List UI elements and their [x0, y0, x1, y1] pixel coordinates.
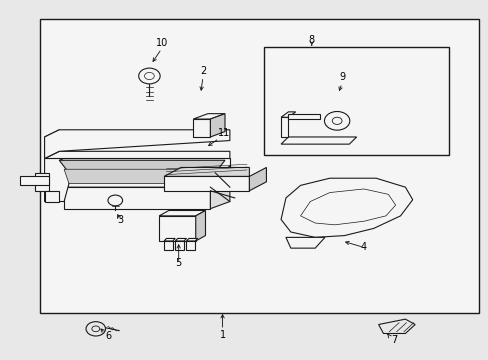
- Polygon shape: [163, 167, 249, 176]
- Polygon shape: [175, 241, 183, 250]
- Circle shape: [92, 326, 100, 332]
- Polygon shape: [193, 119, 210, 137]
- Polygon shape: [285, 237, 325, 248]
- Text: 6: 6: [105, 331, 111, 341]
- Polygon shape: [35, 173, 49, 191]
- Polygon shape: [249, 167, 266, 191]
- Text: 2: 2: [200, 66, 206, 76]
- Circle shape: [331, 117, 341, 125]
- Circle shape: [324, 112, 349, 130]
- Polygon shape: [44, 191, 59, 202]
- Bar: [264, 47, 448, 155]
- Polygon shape: [186, 238, 197, 241]
- Text: 3: 3: [117, 215, 123, 225]
- Polygon shape: [163, 176, 249, 191]
- Polygon shape: [163, 238, 175, 241]
- Polygon shape: [300, 189, 395, 225]
- Circle shape: [108, 195, 122, 206]
- Circle shape: [144, 72, 154, 80]
- Polygon shape: [281, 137, 356, 144]
- Bar: [40, 19, 478, 313]
- Text: 5: 5: [175, 258, 182, 268]
- Circle shape: [139, 68, 160, 84]
- Polygon shape: [175, 238, 186, 241]
- Polygon shape: [281, 178, 412, 237]
- Polygon shape: [44, 151, 229, 158]
- Polygon shape: [210, 166, 229, 209]
- Polygon shape: [195, 211, 205, 241]
- Polygon shape: [378, 319, 414, 333]
- Polygon shape: [64, 169, 220, 184]
- Text: 4: 4: [360, 242, 366, 252]
- Polygon shape: [64, 187, 210, 209]
- Polygon shape: [281, 117, 288, 137]
- Polygon shape: [159, 211, 205, 216]
- Text: 8: 8: [308, 35, 314, 45]
- Polygon shape: [193, 114, 224, 119]
- Polygon shape: [64, 166, 229, 187]
- Polygon shape: [210, 114, 224, 137]
- Text: 11: 11: [217, 128, 229, 138]
- Polygon shape: [288, 114, 320, 119]
- Polygon shape: [44, 130, 59, 158]
- Text: 1: 1: [219, 330, 225, 340]
- Polygon shape: [163, 241, 172, 250]
- Text: 9: 9: [338, 72, 345, 82]
- Polygon shape: [59, 160, 224, 173]
- Polygon shape: [59, 158, 229, 169]
- Bar: [20, 176, 49, 185]
- Polygon shape: [44, 130, 229, 158]
- Polygon shape: [186, 241, 195, 250]
- Polygon shape: [44, 158, 74, 202]
- Polygon shape: [281, 112, 295, 117]
- Circle shape: [86, 321, 105, 336]
- Text: 7: 7: [390, 334, 396, 345]
- Text: 10: 10: [155, 38, 167, 48]
- Polygon shape: [159, 216, 195, 241]
